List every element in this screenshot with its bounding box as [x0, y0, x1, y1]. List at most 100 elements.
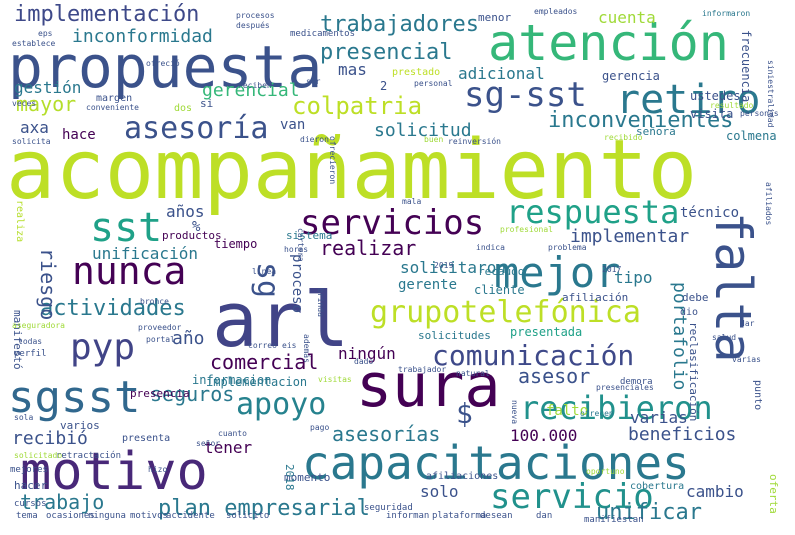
word: sst [90, 205, 163, 251]
word: ningún [338, 344, 396, 363]
word: dado [354, 357, 374, 366]
word: reciben [238, 81, 272, 90]
word: solicitaron [400, 258, 506, 277]
word: implementacion [206, 375, 308, 389]
word: proveedor [138, 323, 182, 332]
word: falto [546, 403, 589, 419]
word: acompañamiento [6, 123, 698, 218]
word: pago [310, 423, 330, 432]
word: cobertura [630, 481, 685, 492]
word: momento [284, 471, 331, 484]
word: presencia [130, 387, 190, 400]
word: además [302, 334, 311, 363]
word: ofreció [146, 59, 180, 68]
word: procesos [236, 11, 275, 20]
word: eis [282, 341, 297, 350]
word: gestión [14, 78, 82, 97]
word: implementar [570, 226, 690, 247]
word: retractación [56, 451, 122, 461]
word: después [236, 21, 270, 30]
word: motivo [20, 442, 208, 502]
word: retiro [616, 77, 761, 123]
word: personal [414, 79, 453, 88]
word: realiza [14, 200, 25, 243]
word: reinversión [448, 137, 501, 146]
word: 100.000 [510, 426, 578, 445]
word: linea [252, 267, 277, 276]
word: si [200, 97, 214, 110]
word: gerencial [202, 80, 300, 101]
word: profesional [500, 225, 553, 234]
word: ofrecen [580, 409, 614, 418]
word: correo [248, 341, 277, 350]
word: señora [636, 125, 676, 138]
word: todas [18, 337, 43, 346]
word: % [192, 219, 201, 235]
word: manifestó [11, 310, 24, 370]
word: accidente [166, 511, 215, 521]
word: 2017 [602, 265, 622, 274]
word: presenta [122, 433, 171, 444]
word: técnico [680, 205, 740, 221]
word: sg-sst [464, 75, 587, 115]
word: colmena [726, 129, 777, 143]
word: margen [96, 93, 133, 104]
word: mejor [494, 248, 621, 297]
word: ninguna [88, 511, 126, 521]
word: sg [250, 262, 285, 299]
word: pyp [70, 327, 136, 368]
word: informaron [702, 9, 751, 18]
word: mayor [16, 92, 77, 116]
word: propuesta [8, 33, 323, 101]
word: visitas [318, 375, 352, 384]
word: nueva [510, 400, 519, 425]
word: años [166, 202, 205, 221]
word: unificación [92, 244, 198, 263]
word: resultado [710, 101, 754, 110]
word: punto [752, 380, 763, 411]
word: ustedes [690, 89, 741, 103]
word: adicional [458, 64, 545, 83]
word: desean [480, 511, 513, 521]
word: solicitudes [418, 329, 491, 342]
word: mas [338, 60, 367, 79]
word: tema [16, 511, 38, 521]
word: asesoría [124, 111, 269, 146]
word: sistema [286, 229, 333, 242]
word: $ [456, 397, 473, 430]
word: recibido [604, 133, 643, 142]
word: unificar [596, 500, 702, 525]
word: varios [60, 419, 100, 432]
word: debe [682, 291, 709, 304]
word: recibieron [520, 389, 713, 427]
word: atención [488, 14, 729, 72]
word: solicitado [14, 451, 63, 460]
word: cuenta [598, 8, 656, 27]
word: capacitaciones [302, 436, 690, 490]
word: demora [620, 377, 653, 387]
word: van [280, 117, 306, 133]
word: tener [204, 438, 253, 457]
word: afiliados [764, 182, 773, 226]
word: bronce [140, 297, 169, 306]
word: apoyo [236, 387, 327, 422]
word: afiliaciones [426, 471, 499, 482]
word: motivos [130, 511, 168, 521]
word: empleados [534, 7, 578, 16]
word: solo [420, 482, 459, 501]
word: recibió [12, 428, 88, 449]
word: manifiestan [584, 515, 644, 525]
word: tiempo [214, 237, 258, 251]
word: dan [536, 511, 553, 521]
word: eps [38, 29, 53, 38]
word: medicamentos [290, 29, 356, 39]
word: varias [732, 355, 761, 364]
word: trabajadores [320, 12, 479, 37]
word: implementación [14, 2, 200, 27]
word: solicita [12, 137, 51, 146]
word: afiliación [562, 291, 629, 304]
word: plan empresarial [158, 496, 370, 521]
word: colpatria [292, 92, 423, 120]
word: siniestralidad [766, 60, 775, 128]
word: gerencia [602, 69, 660, 83]
